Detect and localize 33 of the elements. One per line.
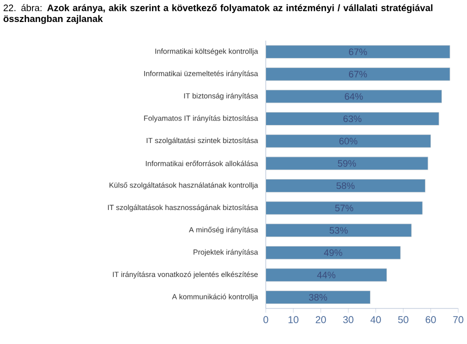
bar — [266, 290, 370, 304]
bar — [266, 45, 450, 58]
bar — [266, 134, 431, 148]
bar — [266, 268, 387, 282]
data-label: 67% — [348, 70, 367, 78]
data-label: 67% — [348, 48, 367, 56]
data-label: 49% — [324, 249, 342, 256]
x-tick-label: 20 — [316, 316, 326, 324]
data-label: 44% — [317, 272, 336, 278]
x-tick-label: 0 — [263, 316, 268, 324]
data-label: 60% — [339, 138, 358, 144]
x-tick-label: 40 — [370, 316, 381, 324]
x-tick-label: 60 — [426, 316, 436, 324]
data-label: 57% — [335, 204, 354, 212]
bar — [266, 67, 450, 81]
x-tick-label: 30 — [343, 316, 354, 324]
chart-title: 22. ábra: Azok aránya, akik szerint a következő folyamatok az intézményi / vállalati stratégiával összhangban zajlanak — [4, 4, 432, 24]
data-label: 59% — [338, 160, 356, 167]
data-label: 58% — [336, 182, 355, 189]
data-label: 53% — [330, 226, 348, 234]
data-label: 38% — [308, 294, 328, 301]
bar — [266, 178, 426, 192]
data-label: 63% — [343, 115, 362, 122]
bar — [266, 112, 440, 126]
bar — [266, 156, 428, 170]
x-tick-label: 70 — [453, 316, 464, 324]
data-label: 64% — [344, 93, 363, 100]
bar — [266, 246, 401, 260]
bar — [266, 224, 412, 237]
x-tick-label: 50 — [398, 316, 408, 324]
bar — [266, 90, 442, 104]
bar — [266, 201, 423, 215]
x-tick-label: 10 — [288, 316, 298, 324]
